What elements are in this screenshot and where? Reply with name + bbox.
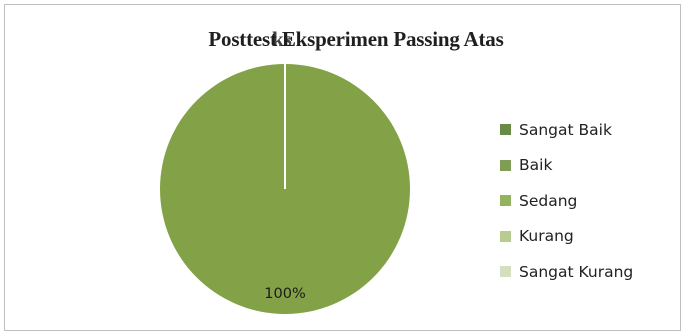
legend-label: Sedang — [519, 191, 578, 210]
legend-item-baik: Baik — [500, 148, 633, 184]
pie-data-label: 100% — [264, 286, 305, 302]
chart-title: Posttest Eksperimen Passing Atas — [208, 27, 504, 51]
legend-item-kurang: Kurang — [500, 219, 633, 255]
legend-label: Sangat Baik — [519, 120, 612, 139]
legend-item-sangat-baik: Sangat Baik — [500, 112, 633, 148]
legend-swatch — [500, 124, 511, 136]
pie-slices — [160, 64, 410, 314]
legend-swatch — [500, 195, 511, 207]
chart-legend: Sangat Baik Baik Sedang Kurang Sangat Ku… — [500, 112, 633, 290]
chart-title-overlap-text: ks — [272, 27, 292, 51]
legend-label: Sangat Kurang — [519, 262, 634, 281]
legend-label: Kurang — [519, 227, 574, 246]
legend-label: Baik — [519, 156, 553, 175]
legend-item-sangat-kurang: Sangat Kurang — [500, 254, 633, 290]
pie-data-labels: 100% — [264, 286, 305, 302]
legend-swatch — [500, 159, 511, 171]
legend-item-sedang: Sedang — [500, 183, 633, 219]
legend-swatch — [500, 266, 511, 278]
legend-swatch — [500, 230, 511, 242]
